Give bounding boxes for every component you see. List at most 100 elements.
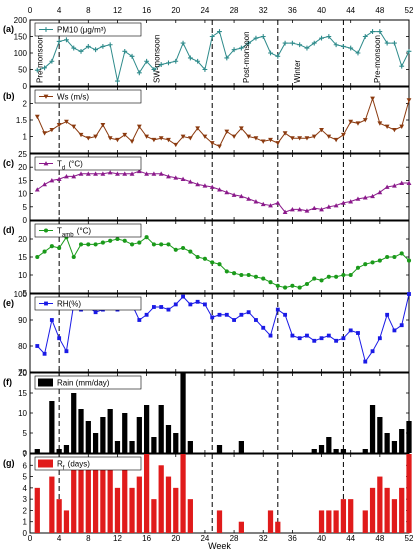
data-point (231, 47, 237, 53)
bar (85, 465, 91, 533)
y-tick-label: 25 (18, 150, 27, 159)
legend-box (34, 156, 142, 171)
y-tick-label: 4 (23, 484, 28, 493)
data-point (370, 349, 375, 354)
y-tick-label: 20 (18, 163, 27, 172)
data-point (34, 67, 40, 73)
data-point (64, 119, 69, 125)
season-label: SW-monsoon (152, 35, 161, 83)
x-tick-label-top: 44 (346, 6, 355, 15)
x-tick-label-top: 28 (230, 6, 239, 15)
x-tick-label-top: 4 (57, 6, 62, 15)
season-label: Pre-monsoon (36, 35, 45, 83)
bar (114, 441, 121, 453)
data-point (268, 333, 273, 338)
data-point (202, 134, 208, 139)
data-point (304, 208, 310, 213)
data-point (341, 44, 346, 49)
x-tick-label: 32 (259, 534, 268, 543)
data-point (57, 245, 62, 251)
data-point (129, 139, 135, 144)
data-point (260, 201, 266, 207)
data-point (78, 171, 84, 176)
data-point (253, 274, 258, 279)
data-point (297, 336, 302, 341)
data-point (392, 40, 397, 46)
y-tick-label: 5 (23, 429, 28, 438)
y-tick-label: 50 (18, 66, 27, 75)
data-point (203, 302, 207, 307)
bar (136, 476, 142, 533)
data-point (42, 131, 47, 136)
data-point (224, 129, 230, 134)
legend-box (34, 22, 142, 37)
data-point (319, 35, 324, 41)
data-point (217, 187, 222, 192)
panel-4: 5 10 15 20(d) Tamb (°C) (3, 220, 412, 298)
y-tick-label: 10 (18, 271, 27, 280)
legend-box (34, 296, 142, 311)
bar (34, 449, 40, 453)
y-tick-label: 15 (18, 176, 27, 185)
x-tick-label-top: 20 (171, 6, 180, 15)
data-point (78, 242, 84, 247)
data-point (399, 63, 405, 69)
data-point (326, 134, 332, 139)
y-tick-label: 5 (23, 203, 28, 212)
data-point (326, 274, 331, 279)
y-tick-label: 0 (23, 529, 28, 538)
data-point (275, 141, 281, 146)
data-point (151, 305, 156, 309)
data-point (268, 137, 273, 143)
data-point (56, 39, 62, 44)
data-point (333, 137, 339, 143)
bar (151, 499, 157, 533)
data-point (355, 121, 361, 126)
data-point (64, 37, 69, 43)
data-point (93, 171, 98, 176)
bar (333, 449, 339, 453)
bar (377, 417, 383, 453)
bar (63, 445, 70, 453)
data-point (93, 242, 98, 247)
y-tick-label: 150 (14, 33, 28, 42)
data-point (188, 302, 193, 307)
data-point (283, 285, 288, 290)
data-point (136, 168, 142, 174)
data-point (144, 235, 149, 240)
x-tick-label-top: 40 (317, 6, 326, 15)
series-line (37, 170, 409, 213)
bar (238, 441, 244, 453)
legend-label: Td (°C) (57, 160, 83, 172)
data-point (246, 40, 252, 46)
data-point (173, 142, 179, 148)
x-tick-label: 0 (28, 534, 33, 543)
data-point (392, 183, 397, 188)
legend-box (34, 223, 142, 238)
data-point (362, 118, 368, 123)
data-point (42, 351, 47, 356)
bar (216, 445, 223, 453)
bar (318, 445, 325, 453)
data-point (239, 272, 244, 278)
data-point (144, 171, 150, 176)
data-point (136, 70, 142, 76)
data-point (333, 42, 339, 48)
data-point (399, 251, 404, 256)
y-tick-label: 20 (18, 369, 27, 378)
series-line (37, 30, 410, 82)
bar (114, 487, 121, 533)
x-tick-label-top: 12 (113, 6, 122, 15)
data-point (261, 276, 266, 281)
data-point (210, 260, 215, 265)
data-point (93, 310, 98, 315)
data-point (202, 67, 208, 72)
data-point (173, 175, 179, 180)
data-point (246, 196, 252, 201)
bar (92, 465, 99, 533)
data-point (384, 124, 390, 129)
data-point (326, 204, 332, 209)
data-point (43, 27, 49, 32)
bar (122, 413, 128, 453)
